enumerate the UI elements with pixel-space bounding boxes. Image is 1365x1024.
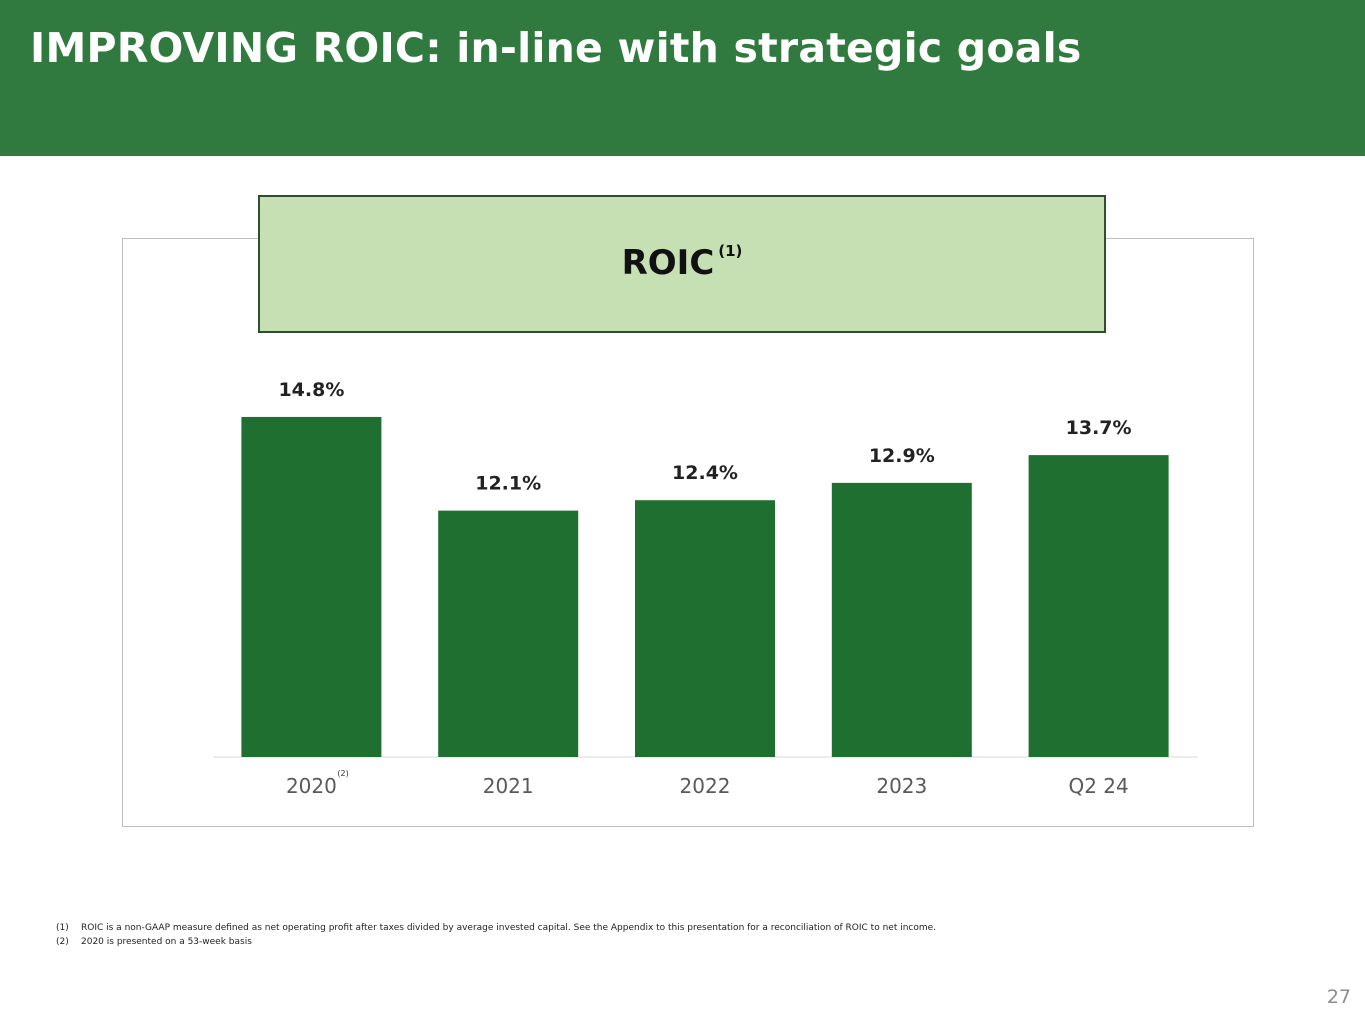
footnote-2: (2) 2020 is presented on a 53-week basis	[56, 935, 936, 949]
data-label: 12.4%	[672, 462, 738, 484]
bar-2020	[241, 416, 382, 757]
x-tick-label: Q2 24	[1068, 774, 1128, 798]
data-label: 14.8%	[278, 379, 344, 401]
footnote-1: (1) ROIC is a non-GAAP measure defined a…	[56, 921, 936, 935]
page-number: 27	[1326, 986, 1351, 1008]
chart-title-footnote: (1)	[718, 241, 743, 260]
chart-title: ROIC (1)	[260, 241, 1104, 283]
x-tick-footnote: (2)	[337, 769, 348, 778]
footnote-mark: (1)	[56, 923, 69, 933]
x-tick-label: 2023	[876, 774, 927, 798]
chart-title-text: ROIC	[621, 243, 715, 283]
bar-2022	[635, 500, 775, 757]
chart-title-box: ROIC (1)	[258, 195, 1106, 333]
x-tick-label: 2022	[680, 774, 731, 798]
page-title: IMPROVING ROIC: in-line with strategic g…	[30, 24, 1082, 72]
x-tick-label: 2020	[286, 774, 337, 798]
data-label: 12.1%	[475, 473, 541, 495]
x-tick-label: 2021	[483, 774, 534, 798]
bar-2023	[831, 482, 972, 757]
footnote-text: ROIC is a non-GAAP measure defined as ne…	[81, 923, 937, 933]
header-bar: IMPROVING ROIC: in-line with strategic g…	[0, 0, 1365, 156]
footnote-mark: (2)	[56, 937, 69, 947]
data-label: 13.7%	[1066, 417, 1132, 439]
footnotes: (1) ROIC is a non-GAAP measure defined a…	[56, 921, 936, 949]
bar-q2-24	[1028, 455, 1169, 757]
footnote-text: 2020 is presented on a 53-week basis	[81, 937, 252, 947]
data-label: 12.9%	[869, 445, 935, 467]
bar-2021	[438, 510, 579, 757]
